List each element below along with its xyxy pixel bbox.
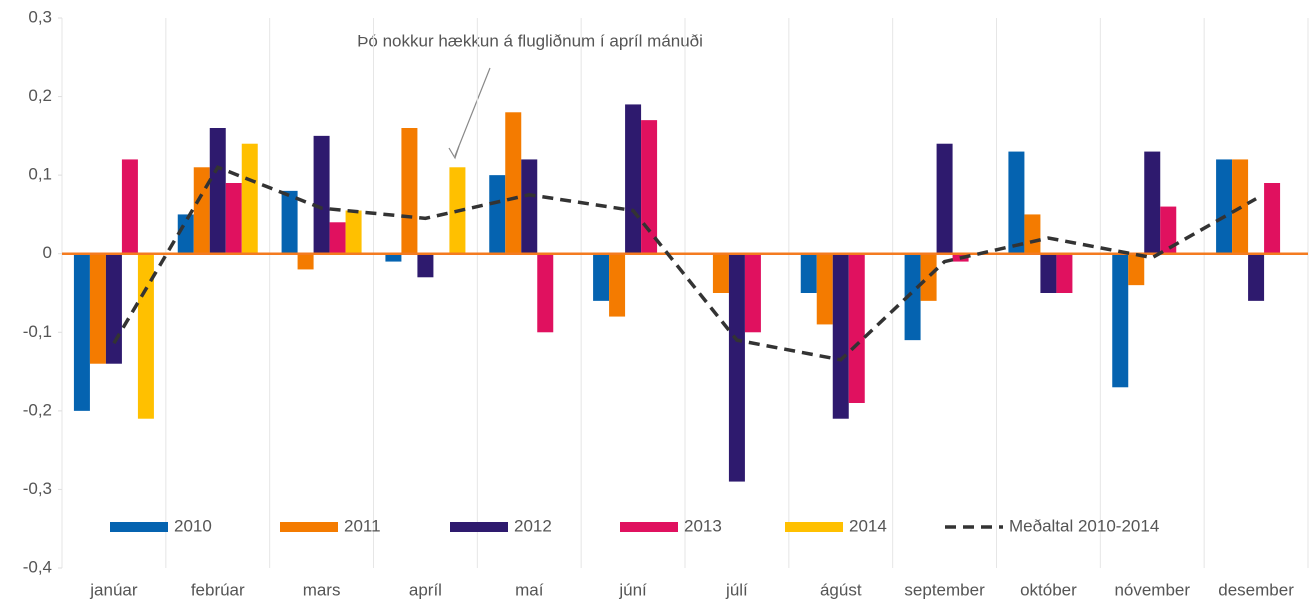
- legend-label: 2012: [514, 516, 552, 535]
- x-tick-label: október: [1020, 580, 1077, 599]
- x-tick-label: september: [904, 580, 985, 599]
- legend-swatch: [280, 522, 338, 532]
- legend-swatch: [450, 522, 508, 532]
- legend-label: 2013: [684, 516, 722, 535]
- bar: [816, 253, 833, 325]
- bar: [521, 159, 538, 254]
- bar: [593, 253, 610, 301]
- bar: [920, 253, 937, 301]
- bar: [177, 214, 194, 254]
- x-tick-label: maí: [515, 580, 544, 599]
- bar: [241, 143, 258, 254]
- bar: [193, 167, 210, 254]
- bar: [385, 253, 402, 262]
- bar: [712, 253, 729, 293]
- x-tick-label: nóvember: [1114, 580, 1190, 599]
- y-tick-label: -0,1: [23, 322, 52, 341]
- bar: [281, 190, 298, 254]
- y-tick-label: -0,4: [23, 557, 52, 576]
- bar: [505, 112, 522, 254]
- x-tick-label: janúar: [89, 580, 138, 599]
- bar: [297, 253, 314, 270]
- bar: [641, 120, 658, 254]
- legend-swatch: [785, 522, 843, 532]
- bar: [121, 159, 138, 254]
- bar: [625, 104, 642, 254]
- bar: [417, 253, 434, 278]
- y-tick-label: 0: [43, 243, 52, 262]
- bar: [1128, 253, 1145, 286]
- bar: [728, 253, 745, 482]
- bar: [936, 143, 953, 254]
- bar: [800, 253, 817, 293]
- annotation: Þó nokkur hækkun á flugliðnum í apríl má…: [357, 31, 703, 50]
- y-tick-label: 0,3: [28, 7, 52, 26]
- x-tick-label: júlí: [725, 580, 748, 599]
- bar: [1056, 253, 1073, 293]
- bar: [209, 128, 226, 254]
- y-tick-label: -0,2: [23, 400, 52, 419]
- bar: [537, 253, 554, 333]
- bar: [73, 253, 90, 411]
- bar: [1144, 151, 1161, 254]
- y-tick-label: 0,1: [28, 165, 52, 184]
- bar: [105, 253, 122, 364]
- bar: [1264, 183, 1281, 254]
- average-line: [112, 165, 1257, 362]
- x-tick-label: desember: [1218, 580, 1294, 599]
- legend-label: 2014: [849, 516, 887, 535]
- x-tick-label: febrúar: [191, 580, 245, 599]
- bar: [848, 253, 865, 403]
- bar: [225, 183, 242, 254]
- bar: [345, 210, 362, 254]
- bar: [744, 253, 761, 333]
- y-tick-label: 0,2: [28, 86, 52, 105]
- bar: [609, 253, 626, 317]
- bar: [313, 135, 330, 254]
- bar: [1248, 253, 1265, 301]
- bar: [489, 175, 506, 254]
- annotation-arrowhead: [448, 145, 460, 160]
- legend-swatch: [110, 522, 168, 532]
- bar: [1112, 253, 1129, 388]
- x-tick-label: júní: [618, 580, 647, 599]
- legend-label: Meðaltal 2010-2014: [1009, 516, 1159, 535]
- x-tick-label: ágúst: [820, 580, 862, 599]
- y-tick-label: -0,3: [23, 479, 52, 498]
- legend-swatch: [620, 522, 678, 532]
- bar: [401, 128, 418, 254]
- x-tick-label: apríl: [409, 580, 442, 599]
- bar: [1024, 214, 1041, 254]
- bar: [1216, 159, 1233, 254]
- bar: [89, 253, 106, 364]
- bar: [1008, 151, 1025, 254]
- legend-label: 2010: [174, 516, 212, 535]
- bar: [329, 222, 346, 254]
- bar: [1160, 206, 1177, 254]
- bar: [1040, 253, 1057, 293]
- bar: [904, 253, 921, 341]
- x-tick-label: mars: [303, 580, 341, 599]
- bar: [832, 253, 849, 419]
- annotation-arrow: [454, 67, 491, 157]
- legend-label: 2011: [344, 516, 381, 535]
